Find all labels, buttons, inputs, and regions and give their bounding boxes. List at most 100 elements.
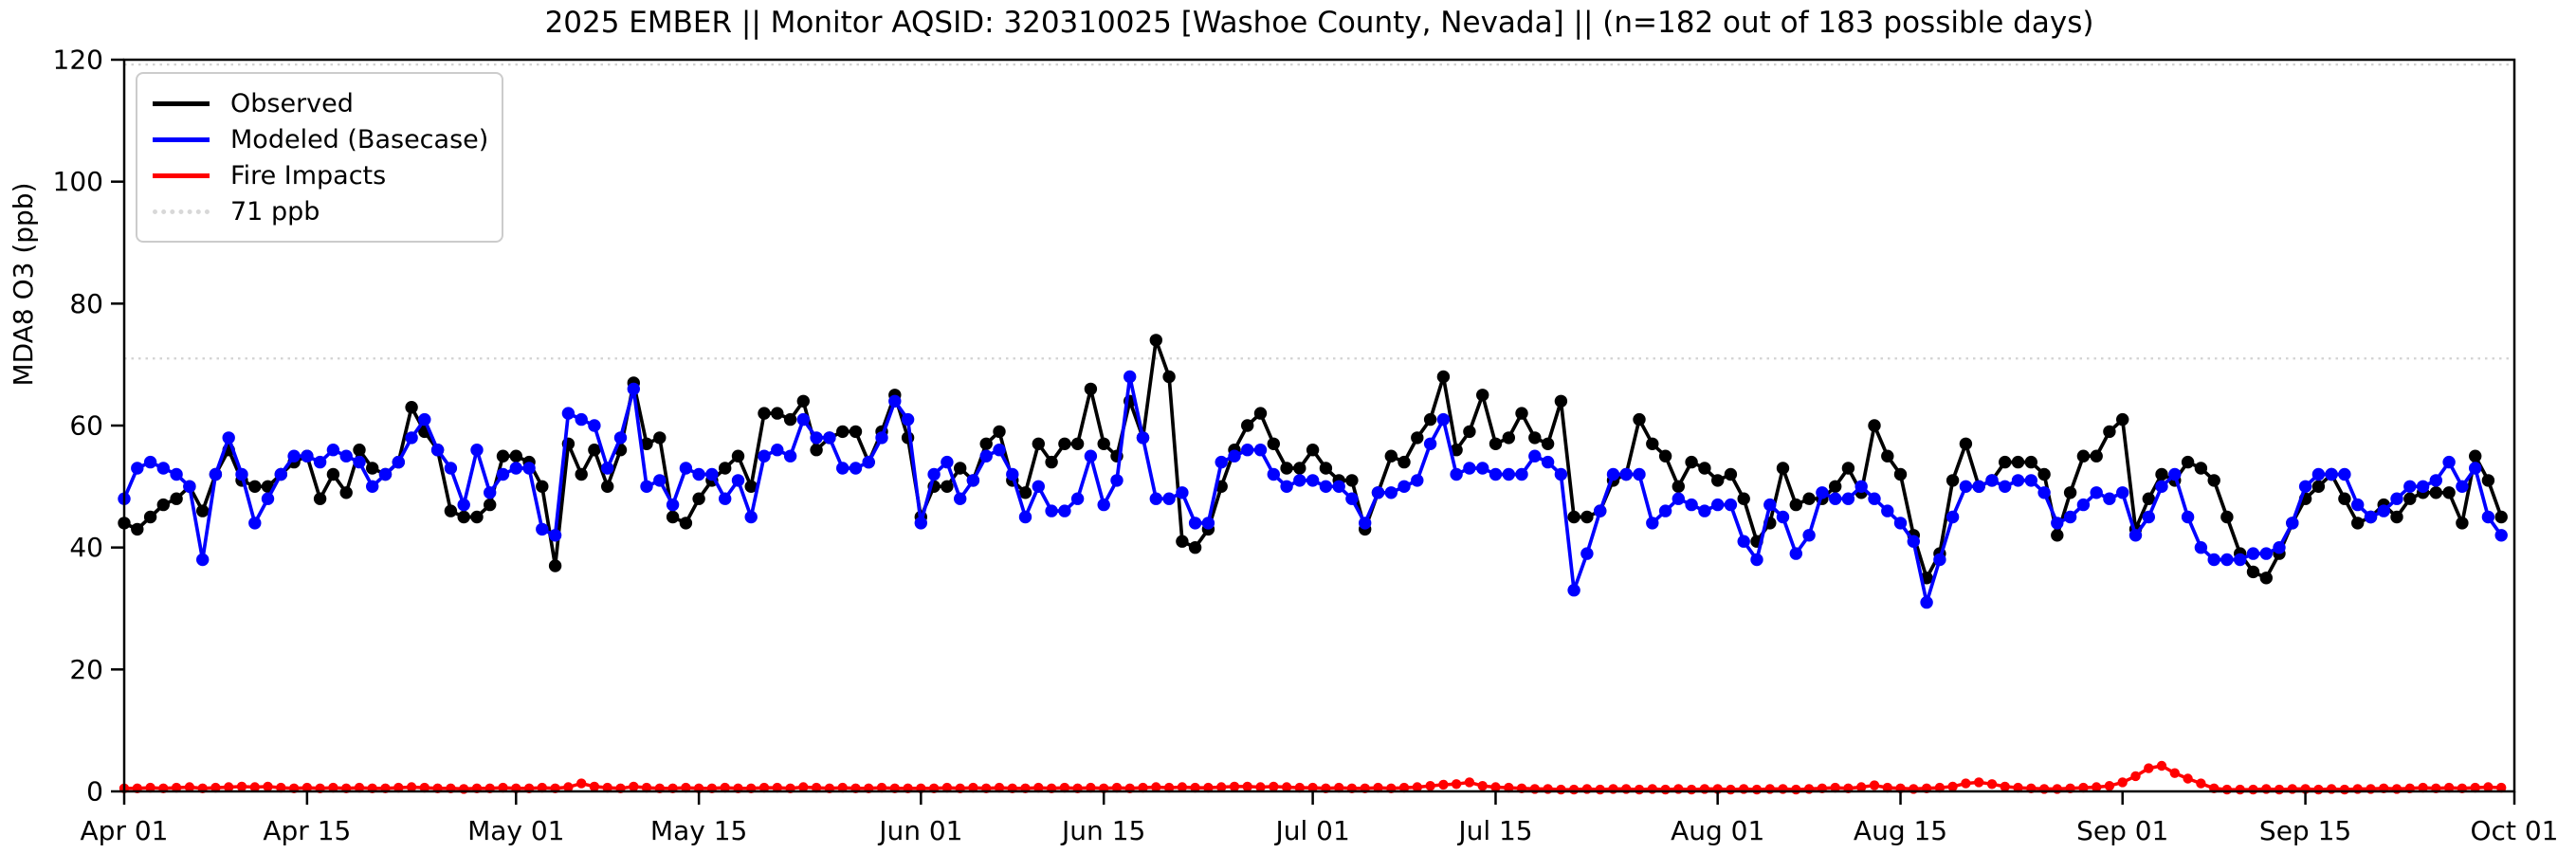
data-point — [783, 449, 797, 463]
data-point — [653, 474, 667, 487]
data-point — [1791, 784, 1801, 795]
y-axis-label: MDA8 O3 (ppb) — [8, 182, 39, 386]
data-point — [966, 474, 980, 487]
data-point — [354, 782, 365, 793]
data-point — [2234, 553, 2247, 567]
data-point — [301, 449, 314, 463]
data-point — [561, 407, 575, 420]
data-point — [156, 462, 170, 475]
data-point — [2235, 784, 2245, 795]
data-point — [1868, 419, 1881, 432]
data-point — [2104, 781, 2115, 791]
data-point — [2128, 529, 2143, 542]
x-tick-label: May 15 — [650, 815, 747, 846]
data-point — [1070, 492, 1085, 505]
data-point — [901, 412, 915, 426]
data-point — [2339, 784, 2350, 795]
data-point — [1228, 449, 1241, 463]
data-point — [1999, 480, 2012, 493]
data-point — [1345, 492, 1359, 505]
data-point — [1215, 455, 1228, 469]
data-point — [1398, 455, 1411, 469]
data-point — [1280, 480, 1293, 493]
data-point — [1241, 444, 1254, 457]
data-point — [131, 462, 144, 475]
data-point — [1176, 535, 1189, 548]
data-point — [196, 553, 210, 567]
data-point — [641, 782, 652, 793]
y-tick-label: 60 — [69, 410, 103, 442]
data-point — [1726, 784, 1736, 795]
data-point — [2286, 517, 2299, 530]
data-point — [313, 455, 327, 469]
data-point — [2311, 480, 2326, 493]
data-point — [2000, 781, 2010, 792]
data-point — [2142, 510, 2155, 524]
data-point — [876, 782, 887, 793]
data-point — [640, 437, 653, 450]
data-point — [1138, 782, 1148, 793]
data-point — [1554, 467, 1568, 481]
data-point — [2155, 480, 2168, 493]
data-point — [2051, 529, 2064, 542]
data-point — [1398, 782, 1410, 793]
data-point — [235, 467, 248, 481]
data-point — [1045, 504, 1058, 517]
x-tick-label: Jun 01 — [877, 815, 962, 846]
data-point — [457, 510, 470, 524]
data-point — [1489, 437, 1503, 450]
data-point — [1216, 782, 1227, 792]
data-point — [261, 492, 275, 505]
data-point — [1528, 431, 1542, 445]
data-point — [771, 407, 784, 420]
data-point — [1059, 782, 1070, 793]
data-point — [276, 782, 286, 793]
data-point — [1933, 553, 1946, 567]
data-point — [457, 498, 470, 512]
data-point — [862, 455, 875, 469]
data-point — [1436, 370, 1451, 384]
data-point — [1476, 389, 1489, 402]
data-point — [1425, 781, 1435, 791]
data-point — [1959, 480, 1973, 493]
data-point — [2183, 773, 2193, 784]
data-point — [1110, 474, 1124, 487]
data-point — [1177, 782, 1188, 792]
data-point — [1242, 781, 1252, 792]
data-point — [2024, 455, 2037, 469]
data-point — [2470, 782, 2480, 793]
data-point — [1854, 480, 1868, 493]
data-point — [1893, 517, 1908, 530]
data-point — [196, 504, 210, 517]
data-point — [430, 444, 445, 457]
data-point — [326, 467, 340, 481]
data-point — [2469, 449, 2482, 463]
data-point — [914, 517, 927, 530]
data-point — [1502, 467, 1516, 481]
data-point — [1463, 425, 1476, 439]
data-point — [1763, 498, 1777, 512]
y-tick-label: 0 — [86, 776, 103, 808]
data-point — [1658, 449, 1672, 463]
data-point — [602, 782, 612, 793]
data-point — [772, 782, 782, 793]
data-point — [692, 492, 705, 505]
modeled-basecase-line — [122, 374, 2503, 605]
data-point — [2403, 492, 2417, 505]
x-tick-label: Apr 01 — [81, 815, 169, 846]
data-point — [143, 455, 157, 469]
data-point — [2013, 782, 2023, 793]
data-point — [2429, 486, 2442, 499]
legend-label-fire: Fire Impacts — [230, 160, 387, 191]
data-point — [2024, 474, 2037, 487]
data-point — [287, 449, 301, 463]
data-point — [1934, 782, 1946, 793]
data-point — [1084, 449, 1098, 463]
data-point — [1018, 486, 1032, 499]
data-point — [1920, 595, 1933, 609]
data-point — [1188, 517, 1202, 530]
y-tick-label: 100 — [53, 166, 103, 197]
data-point — [2063, 486, 2077, 499]
data-point — [2116, 486, 2129, 499]
data-point — [1463, 462, 1476, 475]
